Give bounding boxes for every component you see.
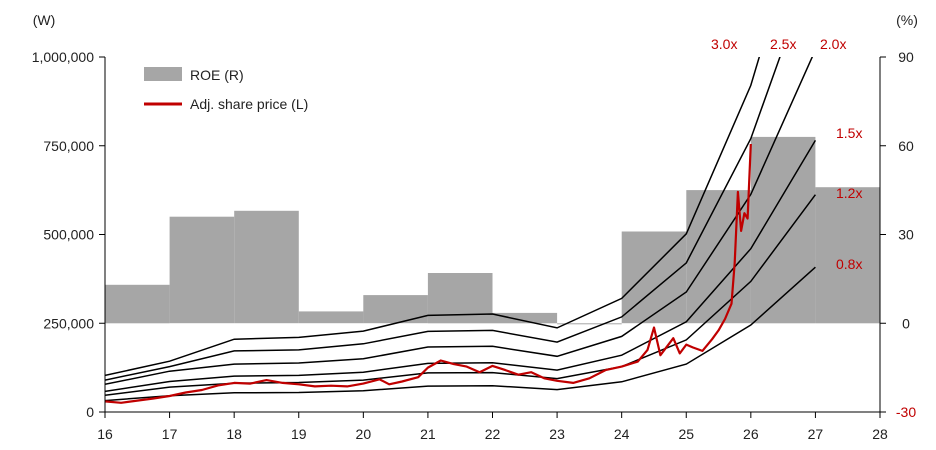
- band-label-1.5x: 1.5x: [836, 125, 862, 141]
- x-tick-label: 16: [97, 426, 113, 442]
- x-tick-label: 22: [485, 426, 501, 442]
- roe-bar-1: [169, 216, 235, 324]
- left-tick-label: 0: [86, 404, 94, 420]
- left-tick-label: 1,000,000: [32, 49, 94, 65]
- x-tick-label: 18: [226, 426, 242, 442]
- right-axis-unit: (%): [896, 12, 918, 28]
- right-tick-label: -30: [896, 404, 916, 420]
- band-label-2.0x: 2.0x: [820, 36, 846, 52]
- pbr-band-lines: [105, 57, 817, 402]
- left-axis-unit: (W): [33, 12, 56, 28]
- roe-bar-0: [105, 284, 170, 324]
- legend-roe-label: ROE (R): [190, 67, 244, 83]
- share-price-line: [104, 143, 752, 404]
- band-line-3.0x: [105, 57, 761, 377]
- roe-bars: [105, 136, 880, 325]
- x-tick-label: 25: [678, 426, 694, 442]
- band-line-2.5x: [105, 57, 781, 381]
- roe-bar-4: [363, 295, 428, 324]
- x-tick-label: 27: [808, 426, 824, 442]
- x-tick-label: 19: [291, 426, 307, 442]
- x-tick-label: 21: [420, 426, 436, 442]
- roe-bar-7: [557, 323, 622, 325]
- x-tick-label: 28: [872, 426, 888, 442]
- band-line-0.8x: [105, 266, 816, 402]
- roe-bar-11: [815, 187, 880, 324]
- left-tick-label: 750,000: [43, 138, 94, 154]
- x-tick-label: 20: [356, 426, 372, 442]
- band-label-3.0x: 3.0x: [711, 36, 737, 52]
- right-tick-label: 90: [898, 49, 914, 65]
- roe-bar-3: [298, 311, 364, 324]
- x-tick-label: 23: [549, 426, 565, 442]
- left-tick-label: 500,000: [43, 227, 94, 243]
- x-tick-label: 24: [614, 426, 630, 442]
- legend: ROE (R) Adj. share price (L): [144, 67, 308, 112]
- share-price-path: [104, 143, 752, 404]
- legend-roe-swatch: [144, 67, 182, 81]
- band-label-1.2x: 1.2x: [836, 185, 862, 201]
- right-tick-label: 30: [898, 227, 914, 243]
- left-tick-label: 250,000: [43, 315, 94, 331]
- roe-bar-2: [234, 210, 299, 324]
- band-line-1.5x: [105, 140, 817, 393]
- band-label-0.8x: 0.8x: [836, 256, 862, 272]
- x-tick-label: 17: [162, 426, 178, 442]
- band-label-2.5x: 2.5x: [770, 36, 796, 52]
- roe-bar-6: [492, 312, 558, 324]
- axes: 0 250,000 500,000 750,000 1,000,000 -30 0 30 60 9…: [32, 49, 917, 442]
- legend-price-label: Adj. share price (L): [190, 96, 308, 112]
- right-tick-label: 60: [898, 138, 914, 154]
- x-tick-label: 26: [743, 426, 759, 442]
- band-labels: 0.8x 1.2x 1.5x 2.0x 2.5x 3.0x: [711, 36, 862, 272]
- band-line-2.0x: [105, 57, 814, 386]
- right-tick-label: 0: [902, 315, 910, 331]
